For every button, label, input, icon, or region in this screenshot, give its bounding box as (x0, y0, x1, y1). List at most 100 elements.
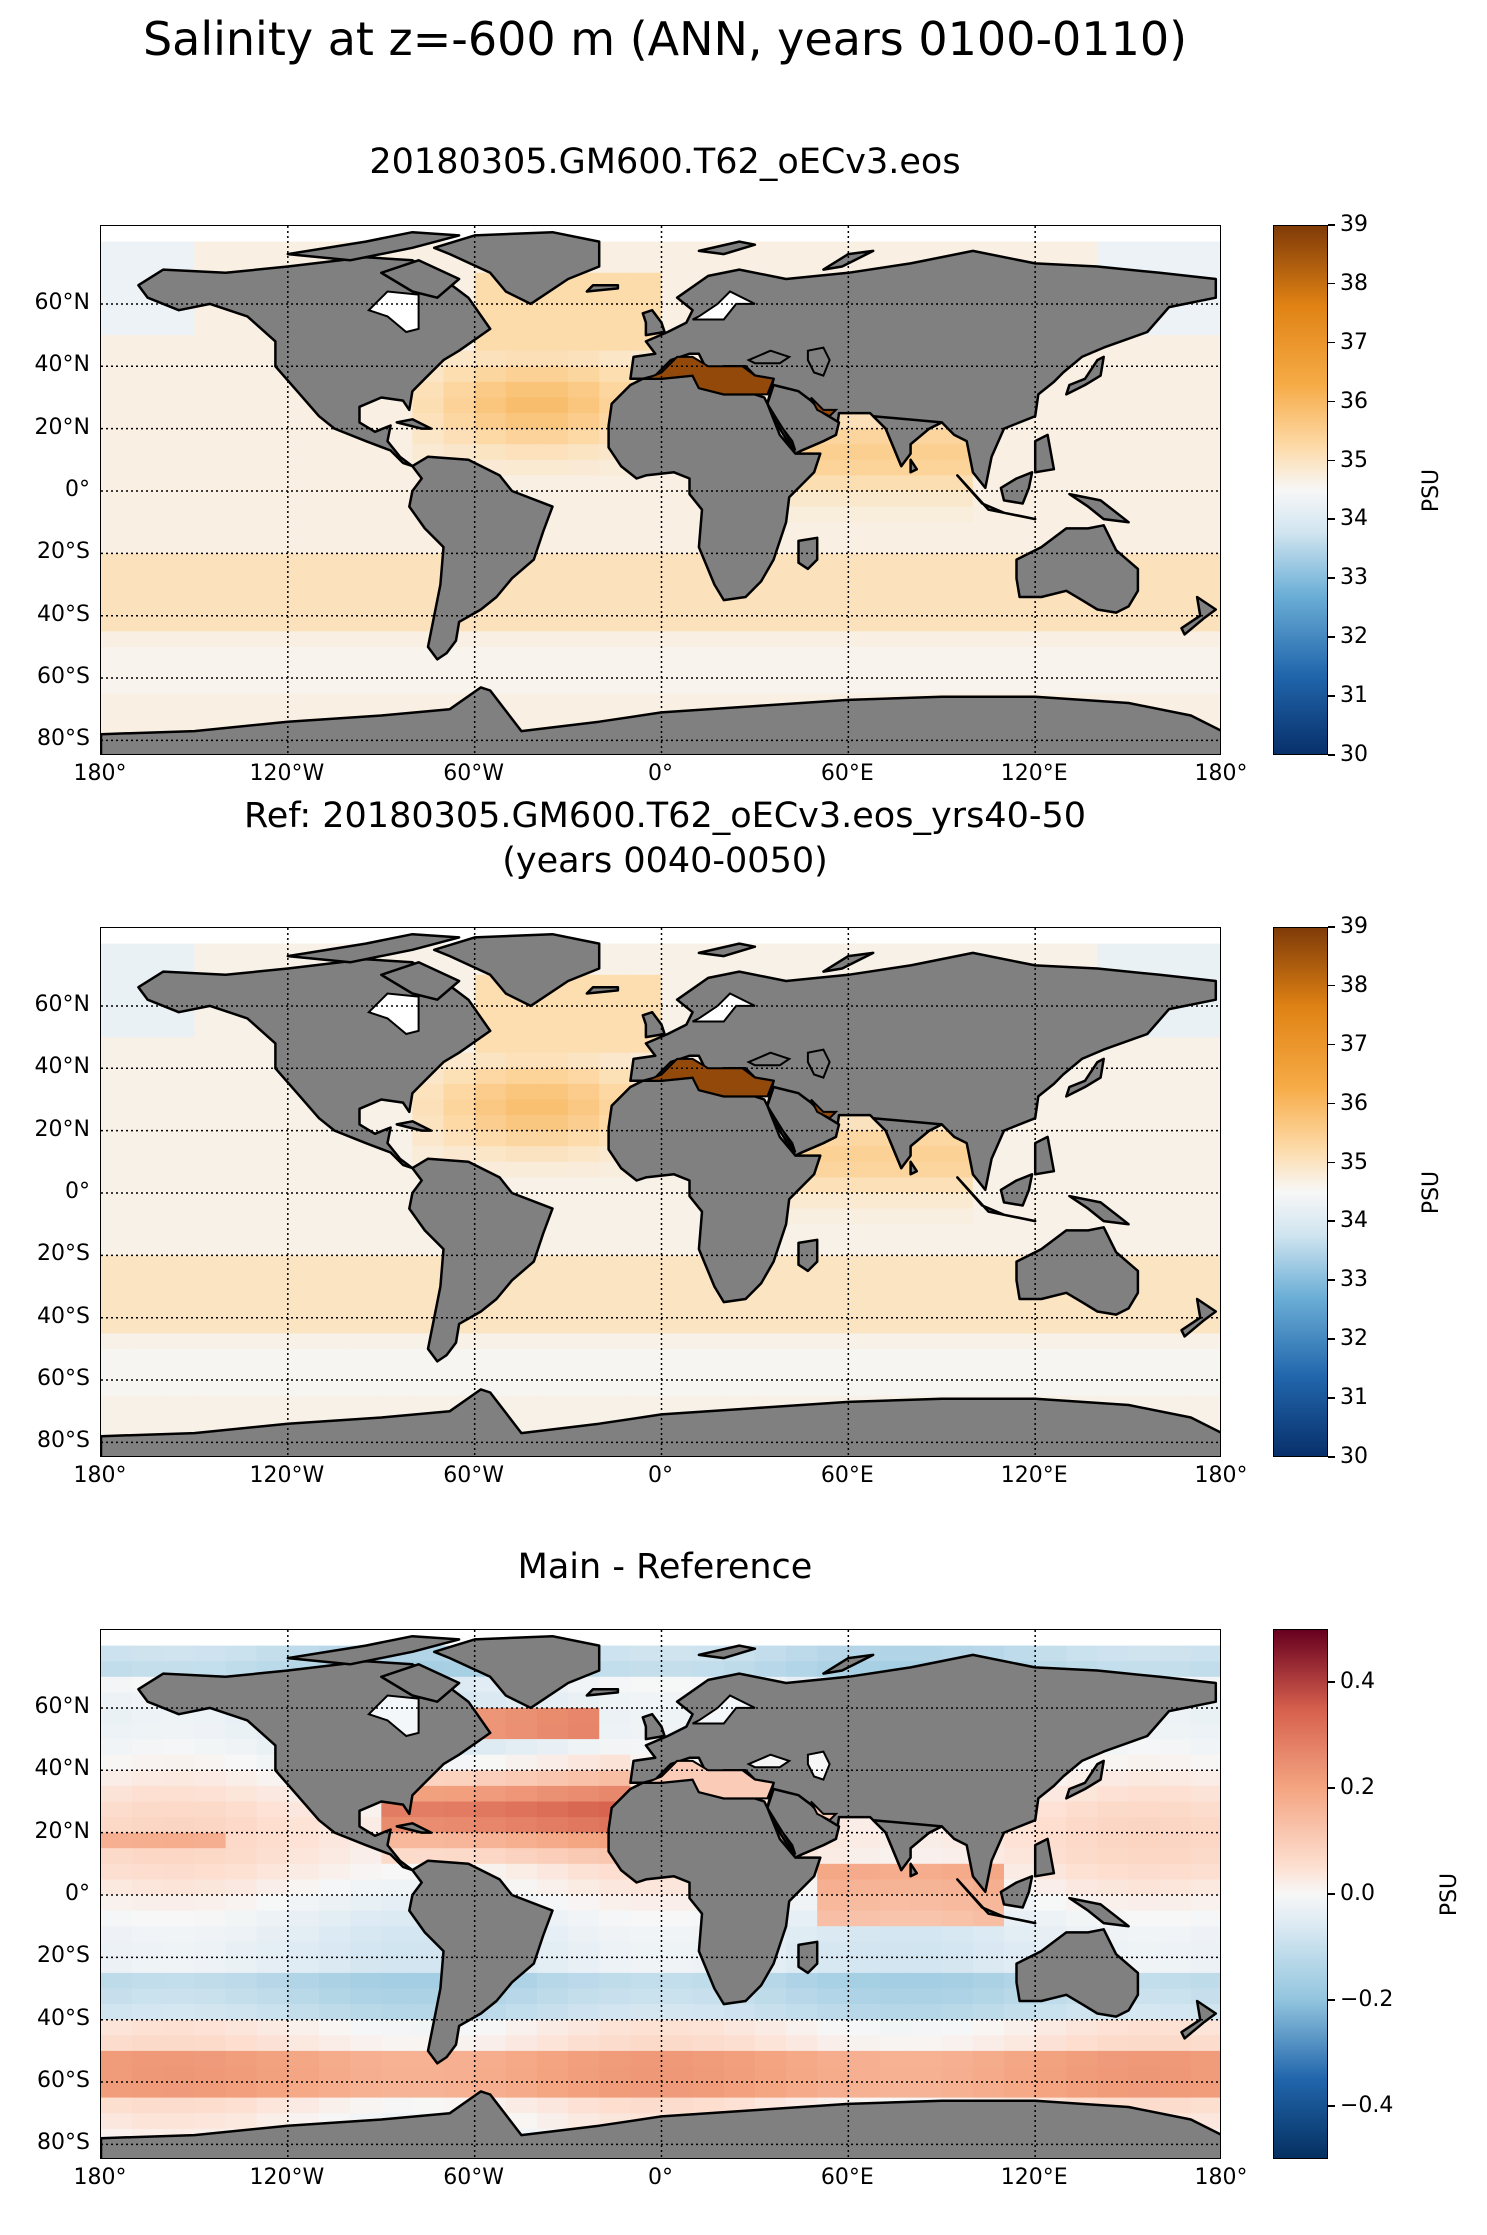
heatmap-cell (941, 1926, 974, 1943)
heatmap-cell (225, 1645, 258, 1662)
heatmap-cell (381, 1255, 413, 1272)
heatmap-cell (132, 568, 164, 586)
heatmap-cell (132, 1395, 164, 1412)
heatmap-cell (1004, 2066, 1036, 2083)
heatmap-cell (505, 1161, 538, 1178)
colorbar-tick-label: 31 (1340, 1385, 1368, 1411)
heatmap-cell (536, 1348, 569, 1366)
y-tick-label: 60°N (34, 991, 90, 1017)
heatmap-cell (1159, 226, 1192, 243)
heatmap-cell (630, 2066, 663, 2083)
heatmap-cell (132, 2019, 164, 2036)
heatmap-cell (972, 1255, 1005, 1272)
heatmap-cell (661, 2066, 694, 2083)
x-tick-label: 180° (73, 1463, 127, 1488)
heatmap-cell (505, 1364, 538, 1381)
heatmap-cell (599, 366, 631, 383)
heatmap-cell (568, 1801, 600, 1818)
heatmap-cell (1035, 1817, 1067, 1834)
heatmap-cell (101, 928, 133, 945)
heatmap-cell (132, 1364, 164, 1381)
heatmap-cell (692, 226, 725, 243)
y-tick-label: 60°S (37, 1366, 90, 1392)
heatmap-cell (225, 1801, 258, 1818)
heatmap-cell (350, 1910, 382, 1927)
heatmap-cell (163, 1333, 195, 1350)
heatmap-cell (381, 1879, 413, 1896)
heatmap-cell (287, 1239, 320, 1256)
heatmap-cell (972, 537, 1005, 554)
heatmap-cell (194, 537, 227, 554)
heatmap-cell (1159, 1832, 1192, 1849)
heatmap-cell (1159, 1739, 1192, 1756)
heatmap-cell (412, 397, 445, 414)
heatmap-cell (1066, 428, 1098, 445)
heatmap-cell (1004, 1302, 1036, 1319)
heatmap-cell (941, 1380, 974, 1397)
heatmap-cell (1190, 335, 1220, 352)
heatmap-cell (505, 1770, 538, 1787)
heatmap-cell (1190, 959, 1220, 976)
heatmap-cell (630, 257, 663, 274)
heatmap-cell (1128, 1910, 1161, 1927)
heatmap-cell (1004, 2019, 1036, 2036)
heatmap-cell (848, 1177, 880, 1194)
heatmap-cell (941, 2066, 974, 2083)
heatmap-cell (1190, 1021, 1220, 1038)
heatmap-cell (163, 1115, 195, 1132)
heatmap-cell (536, 2082, 569, 2099)
heatmap-cell (319, 506, 351, 523)
heatmap-cell (194, 1801, 227, 1818)
heatmap-cell (786, 506, 818, 523)
heatmap-cell (568, 2019, 600, 2036)
heatmap-cell (256, 1817, 289, 1834)
heatmap-cell (910, 1255, 943, 1272)
heatmap-cell (319, 615, 351, 632)
heatmap-cell (568, 1333, 600, 1350)
heatmap-cell (350, 928, 382, 945)
heatmap-cell (723, 615, 756, 632)
heatmap-cell (194, 1068, 227, 1085)
heatmap-cell (194, 1988, 227, 2005)
heatmap-cell (163, 2019, 195, 2036)
heatmap-cell (972, 1364, 1005, 1381)
heatmap-cell (1159, 1941, 1192, 1958)
heatmap-cell (132, 491, 164, 508)
heatmap-cell (225, 615, 258, 632)
heatmap-cell (786, 928, 818, 945)
heatmap-cell (972, 226, 1005, 243)
heatmap-cell (786, 678, 818, 695)
heatmap-cell (101, 1052, 133, 1069)
heatmap-cell (350, 459, 382, 476)
heatmap-cell (287, 491, 320, 508)
land-antarctica (101, 1388, 1220, 1456)
heatmap-cell (225, 662, 258, 679)
heatmap-cell (163, 506, 195, 523)
heatmap-cell (723, 646, 756, 664)
heatmap-cell (1066, 678, 1098, 695)
heatmap-cell (412, 1099, 445, 1116)
heatmap-cell (599, 1879, 631, 1896)
heatmap-cell (101, 1863, 133, 1880)
heatmap-cell (754, 1661, 787, 1678)
heatmap-cell (1004, 459, 1036, 476)
heatmap-cell (319, 459, 351, 476)
heatmap-cell (194, 506, 227, 523)
heatmap-cell (661, 1364, 694, 1381)
land-borneo (999, 1173, 1034, 1207)
y-tick-label: 40°S (37, 2005, 90, 2031)
heatmap-cell (163, 1848, 195, 1865)
x-tick-label: 180° (1194, 761, 1248, 786)
heatmap-cell (1128, 1645, 1161, 1662)
heatmap-cell (474, 2019, 507, 2036)
heatmap-cell (599, 537, 631, 554)
heatmap-cell (723, 1333, 756, 1350)
heatmap-cell (225, 709, 258, 726)
heatmap-cell (319, 2035, 351, 2052)
heatmap-cell (848, 1879, 880, 1896)
heatmap-cell (443, 1099, 476, 1116)
x-tick-label: 0° (648, 2165, 673, 2190)
heatmap-cell (163, 1785, 195, 1803)
heatmap-cell (568, 1832, 600, 1849)
heatmap-cell (101, 1832, 133, 1849)
